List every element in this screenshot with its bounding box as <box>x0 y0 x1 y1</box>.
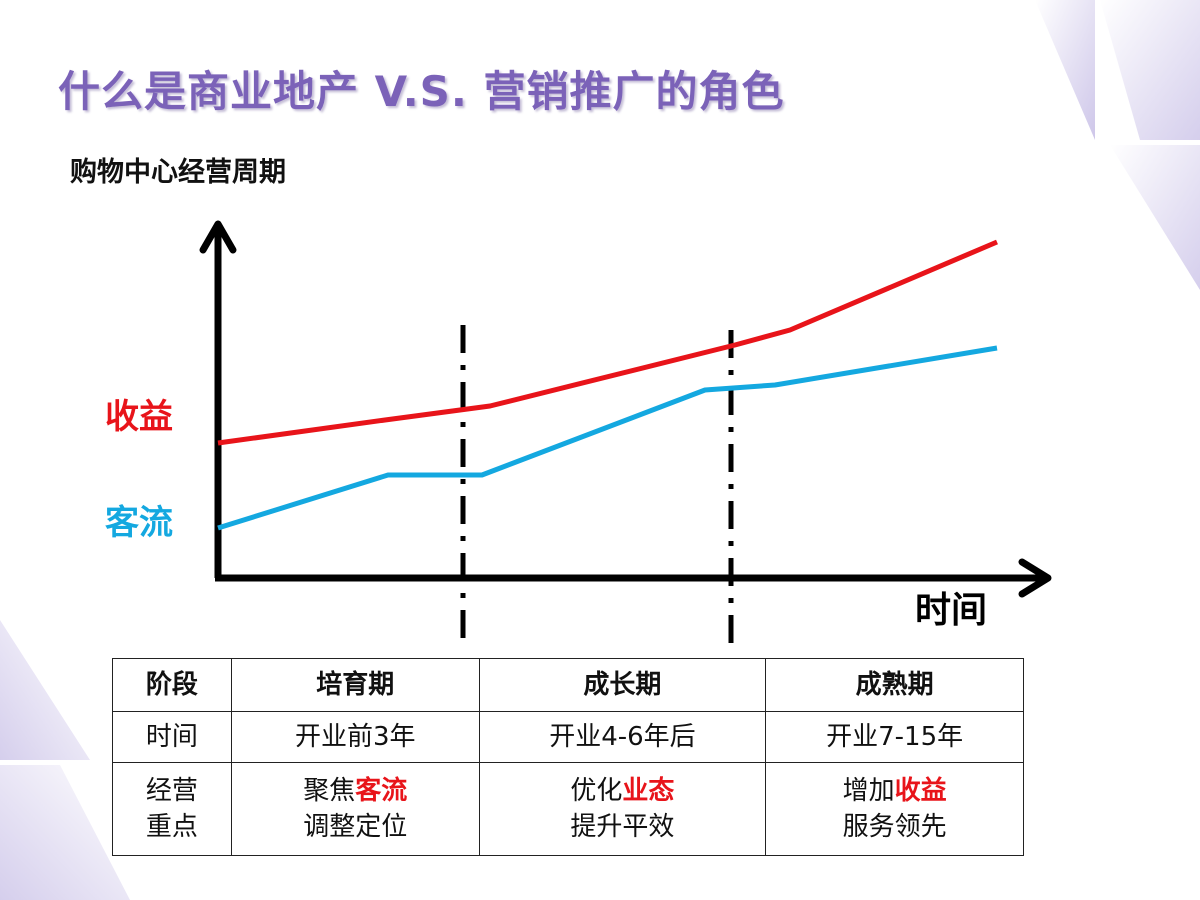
focus-growth: 优化业态 提升平效 <box>478 762 767 856</box>
header-maturity: 成熟期 <box>765 658 1024 712</box>
stage-table: 阶段 培育期 成长期 成熟期 时间 开业前3年 开业4-6年后 开业7-15年 … <box>112 658 1024 856</box>
focus-maturity-line1: 增加收益 <box>766 773 1023 809</box>
header-growth: 成长期 <box>478 658 767 712</box>
focus-cultivation-line2: 调整定位 <box>303 812 408 842</box>
header-stage: 阶段 <box>112 658 232 712</box>
row-label-focus-line2: 重点 <box>145 812 198 842</box>
focus-growth-prefix: 优化 <box>570 776 623 806</box>
focus-cultivation-highlight: 客流 <box>355 776 408 806</box>
top-right-stripe-1 <box>1035 0 1095 140</box>
focus-growth-line1: 优化业态 <box>480 773 766 809</box>
chart-subtitle: 购物中心经营周期 <box>70 157 286 188</box>
focus-cultivation-line1: 聚焦客流 <box>232 773 479 809</box>
focus-maturity: 增加收益 服务领先 <box>765 762 1024 856</box>
focus-growth-line2: 提升平效 <box>570 812 675 842</box>
series-label-traffic: 客流 <box>105 503 173 543</box>
bottom-left-stripe-1 <box>0 620 90 760</box>
time-growth: 开业4-6年后 <box>478 711 767 763</box>
time-cultivation: 开业前3年 <box>230 711 480 763</box>
top-right-stripe-3 <box>1110 145 1200 290</box>
focus-maturity-line2: 服务领先 <box>842 812 947 842</box>
focus-growth-highlight: 业态 <box>622 776 675 806</box>
slide-title: 什么是商业地产 V.S. 营销推广的角色 <box>58 67 785 116</box>
bottom-left-stripe-2 <box>0 765 130 900</box>
focus-maturity-prefix: 增加 <box>842 776 895 806</box>
focus-cultivation: 聚焦客流 调整定位 <box>230 762 480 856</box>
x-axis-arrowhead <box>1018 558 1052 598</box>
series-traffic-line <box>217 345 998 531</box>
y-axis-arrowhead <box>199 220 237 254</box>
focus-cultivation-prefix: 聚焦 <box>303 776 356 806</box>
top-right-stripe-2 <box>1100 0 1200 140</box>
series-revenue-line <box>217 239 998 446</box>
table-row-time: 时间 开业前3年 开业4-6年后 开业7-15年 <box>112 711 1024 763</box>
time-maturity: 开业7-15年 <box>765 711 1024 763</box>
focus-maturity-highlight: 收益 <box>894 776 947 806</box>
table-header-row: 阶段 培育期 成长期 成熟期 <box>112 658 1024 712</box>
x-axis-label: 时间 <box>915 590 987 631</box>
table-row-focus: 经营 重点 聚焦客流 调整定位 优化业态 提升平效 增加收益 服务领先 <box>112 762 1024 856</box>
row-label-focus-line1: 经营 <box>145 776 198 806</box>
row-label-focus: 经营 重点 <box>112 762 232 856</box>
header-cultivation: 培育期 <box>230 658 480 712</box>
row-label-time: 时间 <box>112 711 232 763</box>
series-label-revenue: 收益 <box>105 397 173 437</box>
